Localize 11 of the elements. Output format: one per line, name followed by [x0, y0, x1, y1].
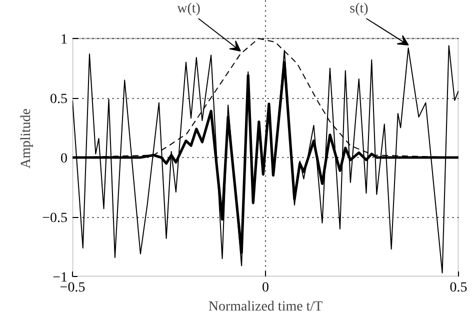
- x-axis-title: Normalized time t/T: [208, 300, 324, 314]
- y-tick-label: −1: [52, 270, 68, 286]
- y-tick-label: 0.5: [50, 92, 68, 107]
- x-tick-label: 0.5: [450, 280, 468, 296]
- y-axis-title: Amplitude: [19, 108, 34, 168]
- annotation: w(t): [177, 2, 201, 16]
- x-tick-label: 0: [262, 280, 269, 296]
- y-tick-label: 0: [60, 152, 68, 166]
- annotation: s(t): [350, 2, 369, 16]
- y-tick-label: −0.5: [42, 211, 68, 226]
- y-tick-label: 1: [60, 32, 68, 48]
